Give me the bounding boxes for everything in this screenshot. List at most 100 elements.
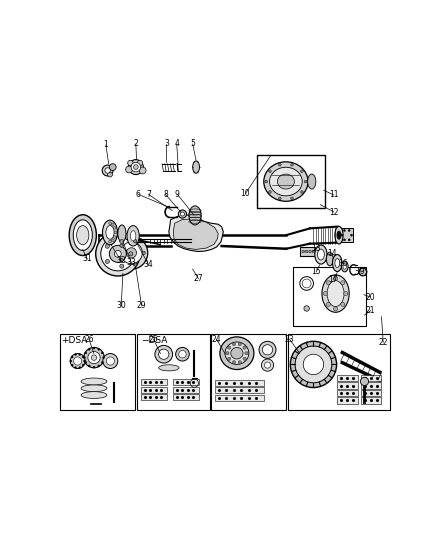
Circle shape (303, 306, 309, 311)
Circle shape (93, 366, 95, 368)
Bar (336, 383, 357, 389)
Bar (214, 387, 264, 393)
Circle shape (290, 164, 293, 166)
Ellipse shape (130, 231, 135, 241)
Circle shape (70, 353, 85, 368)
Circle shape (71, 356, 73, 358)
Ellipse shape (219, 337, 253, 369)
Text: 19: 19 (355, 268, 364, 277)
Circle shape (237, 360, 241, 364)
Circle shape (114, 231, 117, 234)
Circle shape (84, 348, 104, 368)
Circle shape (138, 239, 142, 242)
Ellipse shape (158, 365, 179, 371)
Ellipse shape (303, 354, 323, 375)
Polygon shape (173, 219, 218, 249)
Text: 20: 20 (365, 293, 374, 302)
Circle shape (133, 263, 137, 266)
Text: 33: 33 (126, 258, 136, 267)
Circle shape (158, 349, 169, 359)
Circle shape (108, 240, 111, 243)
Circle shape (225, 351, 229, 355)
Circle shape (78, 353, 81, 356)
Ellipse shape (325, 252, 332, 266)
Circle shape (300, 191, 303, 193)
Ellipse shape (73, 220, 92, 251)
Circle shape (340, 234, 342, 236)
Text: 1: 1 (103, 141, 108, 149)
Circle shape (85, 361, 87, 364)
Circle shape (232, 360, 235, 364)
Circle shape (120, 244, 123, 247)
Circle shape (127, 160, 133, 166)
Ellipse shape (332, 255, 341, 271)
Circle shape (322, 292, 327, 296)
Ellipse shape (314, 245, 326, 264)
Circle shape (120, 239, 124, 244)
Circle shape (74, 353, 76, 356)
Bar (257, 155, 325, 208)
Circle shape (120, 264, 124, 268)
Circle shape (114, 251, 121, 257)
Circle shape (113, 236, 116, 238)
Bar (173, 379, 199, 385)
Circle shape (242, 346, 246, 349)
Ellipse shape (269, 167, 301, 196)
Circle shape (268, 170, 271, 173)
Text: 25: 25 (148, 335, 158, 344)
Circle shape (93, 347, 95, 349)
Circle shape (105, 260, 109, 263)
Circle shape (333, 276, 337, 280)
Circle shape (113, 227, 116, 229)
Circle shape (78, 367, 81, 368)
Text: 12: 12 (328, 207, 338, 216)
Text: 34: 34 (143, 260, 153, 269)
Ellipse shape (102, 220, 117, 245)
Circle shape (126, 248, 136, 258)
Bar (287, 334, 389, 410)
Circle shape (343, 239, 345, 241)
Circle shape (82, 364, 84, 366)
Text: 10: 10 (240, 189, 250, 198)
Circle shape (105, 244, 109, 248)
Text: 31: 31 (82, 254, 92, 263)
Circle shape (83, 357, 85, 359)
Text: 4: 4 (174, 140, 179, 149)
Circle shape (128, 252, 132, 256)
Circle shape (232, 342, 235, 346)
Ellipse shape (106, 225, 114, 239)
Circle shape (360, 377, 368, 385)
Circle shape (85, 352, 87, 354)
Text: 14: 14 (327, 249, 336, 259)
Ellipse shape (321, 275, 348, 312)
Text: +DSA: +DSA (61, 336, 87, 345)
Circle shape (120, 242, 142, 264)
Circle shape (111, 223, 114, 226)
Circle shape (350, 234, 352, 236)
Circle shape (101, 237, 134, 271)
Bar (140, 386, 167, 393)
Text: 8: 8 (162, 190, 167, 199)
Text: 16: 16 (338, 259, 347, 268)
Bar (340, 228, 352, 242)
Text: 22: 22 (378, 338, 387, 347)
Circle shape (74, 357, 81, 365)
Bar (293, 267, 365, 326)
Circle shape (308, 250, 311, 253)
Ellipse shape (77, 225, 88, 245)
Circle shape (227, 346, 230, 349)
Circle shape (175, 348, 189, 361)
Ellipse shape (127, 225, 139, 246)
Circle shape (178, 210, 186, 218)
Circle shape (304, 250, 307, 253)
Bar (214, 395, 264, 401)
Circle shape (290, 197, 293, 200)
Circle shape (74, 367, 76, 368)
Ellipse shape (317, 249, 324, 260)
Circle shape (88, 365, 90, 367)
Text: 6: 6 (135, 190, 140, 199)
Circle shape (139, 167, 146, 174)
Text: 11: 11 (328, 190, 338, 199)
Circle shape (101, 352, 103, 354)
Circle shape (261, 359, 273, 371)
